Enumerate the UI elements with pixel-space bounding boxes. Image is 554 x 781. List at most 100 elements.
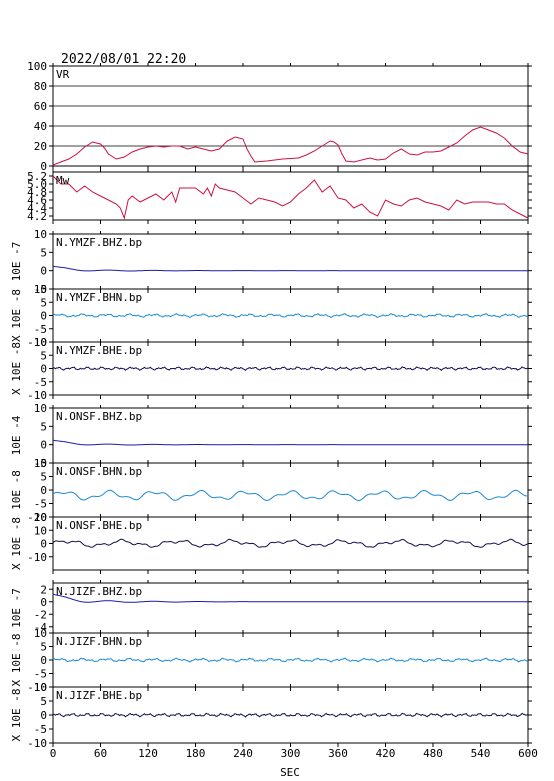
y-tick-label: 20 — [34, 511, 47, 524]
series-line — [52, 538, 529, 548]
panel-label: N.YMZF.BHN.bp — [56, 291, 142, 304]
panel-label: VR — [56, 68, 70, 81]
panel-n-onsf-bhz-bp: -5 0 5 10 10E -4 N.ONSF.BHZ.bp — [10, 402, 532, 470]
x-tick-label: 360 — [328, 747, 348, 760]
y-axis-unit-label: X 10E -8 — [10, 517, 23, 570]
series-line — [52, 175, 529, 220]
series-line — [52, 593, 528, 603]
y-tick-label: 5 — [40, 471, 47, 484]
y-tick-label: 2 — [40, 583, 47, 596]
y-tick-label: 0 — [40, 596, 47, 609]
y-tick-label: 5 — [40, 296, 47, 309]
x-tick-label: 420 — [376, 747, 396, 760]
x-tick-label: 120 — [138, 747, 158, 760]
y-tick-label: -10 — [27, 681, 47, 694]
y-axis-unit-label: 10E -7 — [10, 242, 23, 282]
y-tick-label: 4.8 — [27, 186, 47, 199]
panel-n-jizf-bhz-bp: -4-202 10E -7 N.JIZF.BHZ.bp — [10, 580, 532, 637]
series-line — [52, 313, 529, 318]
y-tick-label: -10 — [27, 511, 47, 524]
y-tick-label: -5 — [34, 323, 47, 336]
y-tick-label: 10 — [34, 524, 47, 537]
y-tick-label: -10 — [27, 551, 47, 564]
panel-mw: 4.24.44.64.85.05.2 Mw — [27, 169, 532, 224]
y-tick-label: -5 — [34, 457, 47, 470]
x-tick-label: 0 — [50, 747, 57, 760]
x-tick-label: 600 — [518, 747, 538, 760]
x-tick-label: 240 — [233, 747, 253, 760]
y-tick-label: 10 — [34, 457, 47, 470]
panel-label: N.JIZF.BHE.bp — [56, 689, 142, 702]
y-axis-unit-label: 10E -4 — [10, 415, 23, 455]
x-tick-label: 480 — [423, 747, 443, 760]
y-tick-label: 0 — [40, 265, 47, 278]
panel-label: Mw — [56, 174, 70, 187]
x-tick-label: 60 — [94, 747, 107, 760]
panel-label: N.ONSF.BHN.bp — [56, 465, 142, 478]
y-tick-label: 4.2 — [27, 210, 47, 223]
panel-label: N.YMZF.BHZ.bp — [56, 236, 142, 249]
y-tick-label: 5 — [40, 641, 47, 654]
panel-label: N.YMZF.BHE.bp — [56, 344, 142, 357]
y-tick-label: 5.2 — [27, 170, 47, 183]
y-tick-label: 80 — [34, 80, 47, 93]
y-tick-label: -5 — [34, 498, 47, 511]
y-tick-label: -5 — [34, 723, 47, 736]
y-tick-label: 10 — [34, 283, 47, 296]
y-tick-label: 0 — [40, 310, 47, 323]
panel-label: N.ONSF.BHZ.bp — [56, 410, 142, 423]
y-tick-label: 0 — [40, 654, 47, 667]
y-tick-label: 20 — [34, 140, 47, 153]
y-tick-label: -2 — [34, 608, 47, 621]
y-tick-label: 100 — [27, 60, 47, 73]
y-tick-label: 0 — [40, 160, 47, 173]
series-line — [52, 265, 528, 272]
x-axis-label: SEC — [280, 766, 300, 779]
series-line — [52, 657, 529, 663]
y-tick-label: -4 — [34, 621, 48, 634]
y-tick-label: -10 — [27, 737, 47, 750]
y-tick-label: 10 — [34, 336, 47, 349]
series-line — [52, 366, 529, 371]
y-tick-label: 0 — [40, 363, 47, 376]
y-tick-label: 10 — [34, 681, 47, 694]
y-tick-label: 10 — [34, 402, 47, 415]
y-tick-label: 0 — [40, 439, 47, 452]
series-line — [52, 126, 529, 166]
y-tick-label: -10 — [27, 336, 47, 349]
y-tick-label: 10 — [34, 228, 47, 241]
y-tick-label: 5.0 — [27, 178, 47, 191]
y-tick-label: 5 — [40, 349, 47, 362]
y-axis-unit-label: X 10E -8 — [10, 342, 23, 395]
panel-frame — [52, 65, 529, 167]
panel-label: N.JIZF.BHN.bp — [56, 635, 142, 648]
panel-frame — [52, 171, 529, 221]
y-tick-label: -5 — [34, 376, 47, 389]
y-tick-label: 40 — [34, 120, 47, 133]
y-tick-label: 0 — [40, 538, 47, 551]
y-axis-unit-label: X 10E -8 — [10, 289, 23, 342]
y-tick-label: 4.4 — [27, 202, 47, 215]
y-tick-label: 0 — [40, 709, 47, 722]
panel-label: N.JIZF.BHZ.bp — [56, 585, 142, 598]
y-tick-label: 10 — [34, 627, 47, 640]
y-tick-label: 4.6 — [27, 194, 47, 207]
x-tick-label: 540 — [471, 747, 491, 760]
y-tick-label: -5 — [34, 668, 47, 681]
y-tick-label: 60 — [34, 100, 47, 113]
y-axis-unit-label: 10E -7 — [10, 588, 23, 628]
x-tick-label: 180 — [186, 747, 206, 760]
timestamp-title: 2022/08/01 22:20 — [61, 52, 186, 67]
y-tick-label: 0 — [40, 484, 47, 497]
y-axis-unit-label: X 10E -8 — [10, 634, 23, 687]
y-tick-label: 5 — [40, 246, 47, 259]
series-line — [52, 439, 528, 446]
